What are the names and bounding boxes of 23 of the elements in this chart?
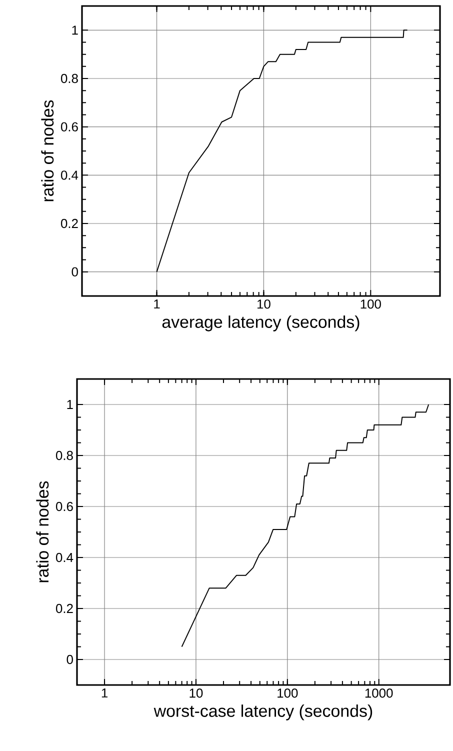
y-tick-label: 0.6: [60, 122, 78, 132]
y-tick-label: 0.6: [56, 502, 73, 512]
y-tick-label: 0.4: [56, 552, 74, 562]
y-tick-label: 0.2: [60, 218, 78, 228]
y-tick-label: 1: [72, 26, 78, 35]
x-tick-label: 10: [190, 688, 203, 698]
y-tick-label: 0.2: [56, 604, 73, 614]
y-tick-label: 0.8: [56, 450, 73, 460]
x-tick-label: 1: [154, 300, 160, 308]
x-tick-label: 100: [360, 300, 381, 309]
x-axis-title: average latency (seconds): [162, 316, 360, 332]
y-tick-label: 0: [72, 267, 78, 276]
y-axis-title: ratio of nodes: [41, 100, 54, 202]
x-tick-label: 1000: [365, 688, 393, 698]
x-tick-label: 10: [257, 300, 270, 309]
x-tick-label: 100: [278, 688, 298, 698]
x-tick-label: 1: [102, 688, 108, 698]
y-tick-label: 0.8: [60, 74, 78, 84]
x-axis-title: worst-case latency (seconds): [154, 704, 372, 720]
y-tick-label: 0: [66, 654, 73, 664]
y-tick-label: 1: [67, 400, 73, 409]
y-axis-title: ratio of nodes: [36, 481, 49, 582]
y-tick-label: 0.4: [60, 170, 78, 180]
